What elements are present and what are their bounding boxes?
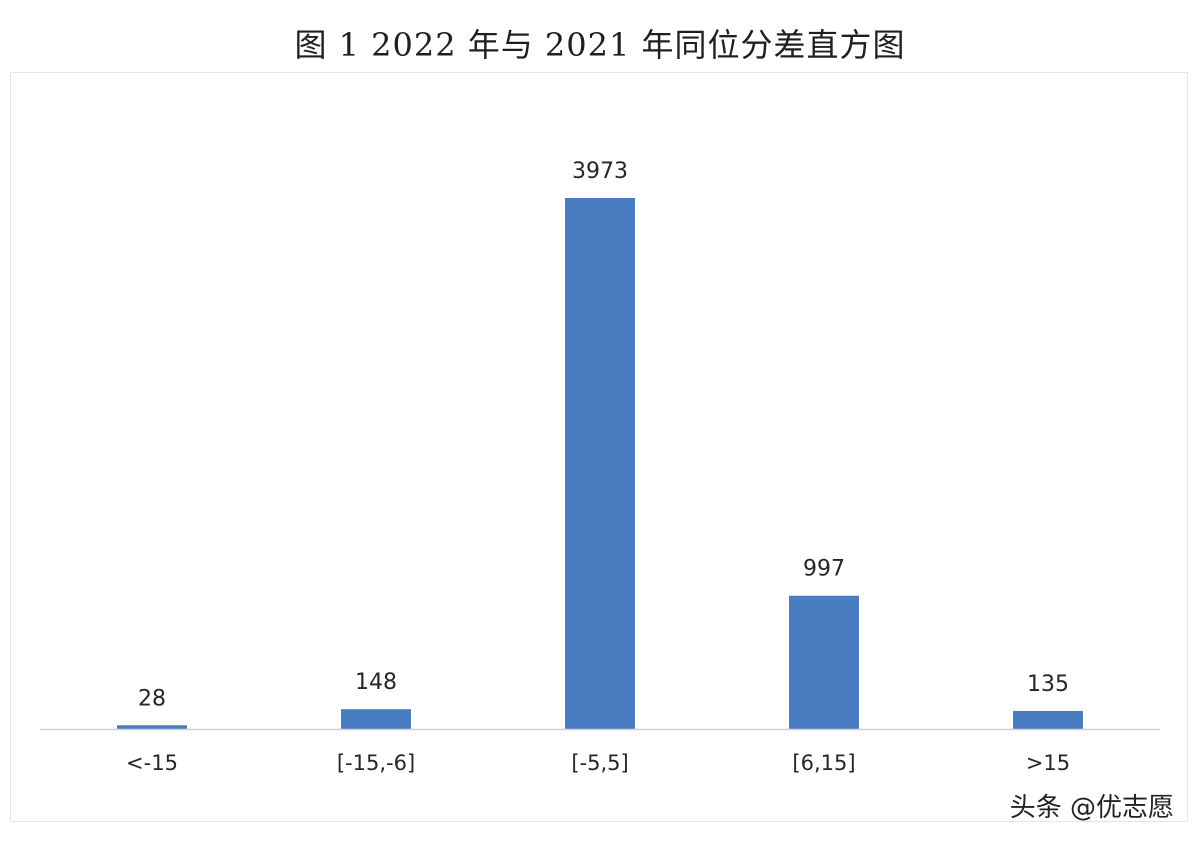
- data-label: 28: [138, 686, 166, 711]
- x-tick-label: [-15,-6]: [337, 751, 415, 775]
- bar: [341, 709, 411, 729]
- data-label: 3973: [572, 159, 628, 184]
- chart-frame: [10, 72, 1188, 822]
- x-tick-label: [-5,5]: [571, 751, 628, 775]
- data-label: 135: [1027, 672, 1069, 697]
- source-watermark: 头条 @优志愿: [1009, 793, 1174, 823]
- data-label: 997: [803, 557, 845, 582]
- chart-title: 图 1 2022 年与 2021 年同位分差直方图: [294, 26, 906, 64]
- x-tick-label: [6,15]: [792, 751, 855, 775]
- x-tick-label: <-15: [126, 751, 178, 775]
- data-labels-layer: 28 148 3973 997 135: [138, 159, 1069, 711]
- data-label: 148: [355, 670, 397, 695]
- bar: [117, 725, 187, 729]
- bar: [789, 595, 859, 729]
- bars-layer: [117, 198, 1083, 729]
- bar: [565, 198, 635, 729]
- x-tick-label: >15: [1026, 751, 1070, 775]
- bar: [1013, 710, 1083, 729]
- x-tick-labels-layer: <-15 [-15,-6] [-5,5] [6,15] >15: [126, 751, 1070, 775]
